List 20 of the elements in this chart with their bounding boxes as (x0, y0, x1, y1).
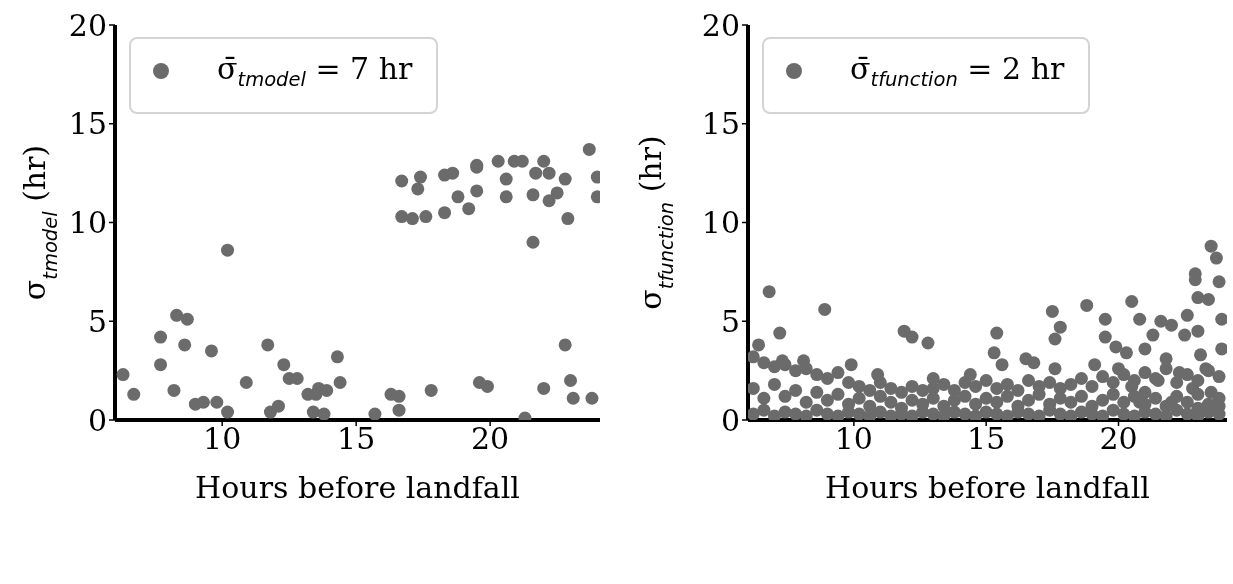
y-tick-label: 5 (720, 303, 740, 339)
legend-label: σ̄$_{tmodel}$ = 7 hr (217, 51, 413, 91)
y-tick-label: 15 (701, 106, 740, 142)
x-axis-title: Hours before landfall (825, 470, 1150, 505)
x-tick-label: 20 (471, 421, 510, 457)
legend-label: σ̄$_{tfunction}$ = 2 hr (850, 51, 1065, 91)
y-tick-label: 10 (701, 205, 740, 241)
x-axis-title: Hours before landfall (195, 470, 520, 505)
y-tick-label: 5 (87, 303, 107, 339)
y-tick-label: 20 (701, 7, 740, 43)
x-tick-label: 15 (337, 421, 376, 457)
y-tick-label: 15 (68, 106, 107, 142)
y-tick-label: 0 (87, 402, 107, 438)
x-tick-label: 20 (1099, 421, 1138, 457)
x-tick-label: 10 (834, 421, 873, 457)
x-tick-label: 15 (967, 421, 1006, 457)
y-tick-label: 0 (720, 402, 740, 438)
y-tick-label: 20 (68, 7, 107, 43)
x-tick-label: 10 (203, 421, 242, 457)
y-tick-label: 10 (68, 205, 107, 241)
